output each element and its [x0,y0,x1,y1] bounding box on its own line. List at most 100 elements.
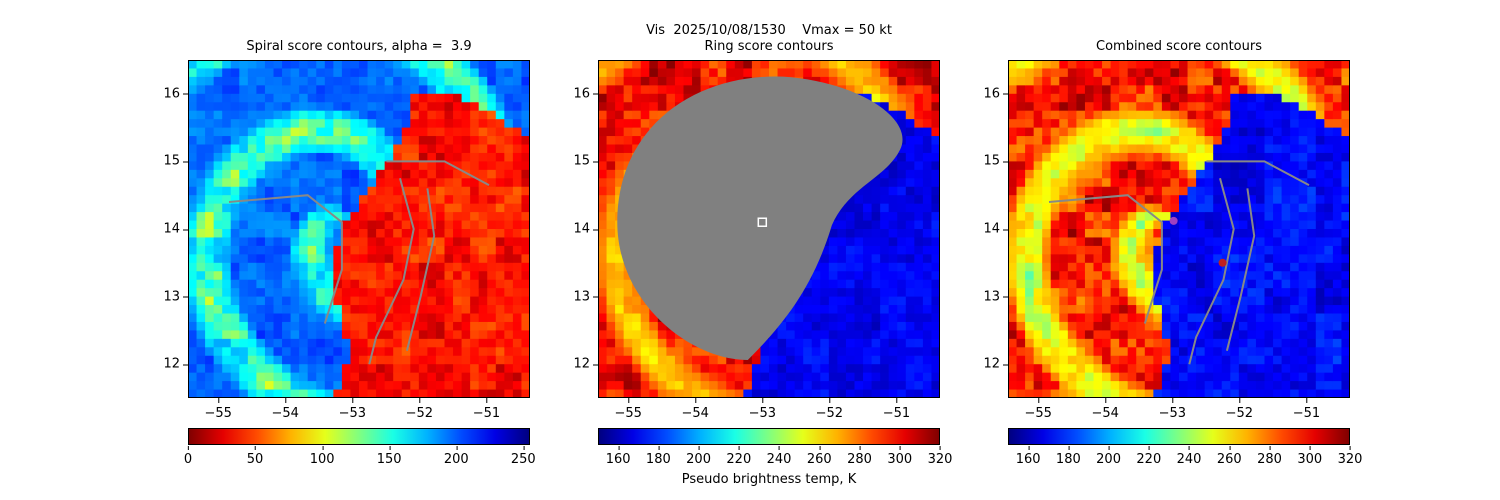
heatmap-cell [888,195,898,205]
heatmap-cell [376,364,386,374]
heatmap-cell [1059,152,1069,162]
panel-3-plot[interactable] [1008,60,1350,398]
heatmap-cell [598,389,608,398]
heatmap-cell [213,220,223,230]
heatmap-cell [1204,381,1214,391]
heatmap-cell [273,68,283,78]
heatmap-cell [435,169,446,179]
heatmap-cell [1170,305,1180,315]
heatmap-cell [282,355,292,365]
heatmap-cell [1110,330,1120,340]
heatmap-cell [188,144,198,154]
heatmap-cell [1161,305,1172,315]
heatmap-cell [264,271,275,281]
heatmap-cell [700,347,710,357]
heatmap-cell [1084,347,1095,357]
heatmap-cell [282,144,292,154]
heatmap-cell [897,169,907,179]
heatmap-cell [196,68,206,78]
heatmap-cell [367,161,377,171]
heatmap-cell [674,389,685,398]
heatmap-cell [1204,85,1214,95]
heatmap-cell [897,60,907,70]
heatmap-cell [1067,110,1077,120]
heatmap-cell [683,364,693,374]
heatmap-cell [282,305,292,315]
panel-1-plot[interactable] [188,60,530,398]
heatmap-cell [880,330,890,340]
heatmap-cell [444,186,454,196]
heatmap-cell [316,288,326,298]
contour-line [1206,160,1310,186]
heatmap-cell [1238,372,1248,382]
heatmap-cell [623,321,633,331]
heatmap-cell [1213,110,1223,120]
heatmap-cell [1127,288,1137,298]
heatmap-cell [239,212,249,222]
heatmap-cell [1341,364,1350,374]
heatmap-cell [1221,381,1231,391]
heatmap-cell [1213,279,1223,289]
heatmap-cell [914,347,924,357]
heatmap-cell [418,186,428,196]
heatmap-cell [478,169,488,179]
heatmap-cell [230,364,240,374]
heatmap-cell [350,169,360,179]
heatmap-cell [905,186,915,196]
heatmap-cell [1076,330,1086,340]
heatmap-cell [376,161,386,171]
heatmap-cell [1119,381,1129,391]
heatmap-cell [410,381,420,391]
heatmap-cell [350,136,360,146]
heatmap-cell [1136,355,1146,365]
heatmap-cell [487,389,497,398]
heatmap-cell [1136,136,1146,146]
heatmap-cell [632,381,642,391]
heatmap-cell [213,195,223,205]
heatmap-cell [521,254,530,264]
heatmap-cell [1084,68,1095,78]
heatmap-cell [1264,229,1274,239]
heatmap-cell [1332,364,1343,374]
heatmap-cell [290,169,300,179]
heatmap-cell [461,212,471,222]
heatmap-cell [1247,321,1257,331]
heatmap-cell [606,195,616,205]
heatmap-cell [845,372,856,382]
heatmap-cell [623,313,633,323]
heatmap-cell [1093,186,1103,196]
heatmap-cell [264,186,275,196]
heatmap-cell [341,279,352,289]
heatmap-cell [1230,220,1240,230]
heatmap-cell [709,381,719,391]
heatmap-cell [461,279,471,289]
heatmap-cell [1264,169,1274,179]
heatmap-cell [1033,76,1043,86]
heatmap-cell [1281,76,1291,86]
heatmap-cell [367,60,377,70]
heatmap-cell [247,212,257,222]
heatmap-cell [1273,254,1283,264]
heatmap-cell [1050,355,1060,365]
heatmap-cell [1307,262,1317,272]
heatmap-cell [299,372,309,382]
heatmap-cell [324,60,334,70]
heatmap-cell [418,68,428,78]
panel-2-plot[interactable] [598,60,940,398]
heatmap-cell [1042,245,1052,255]
heatmap-cell [1230,178,1240,188]
heatmap-cell [845,60,856,70]
heatmap-cell [213,127,223,137]
heatmap-cell [1247,85,1257,95]
heatmap-cell [341,389,352,398]
heatmap-cell [632,305,642,315]
heatmap-cell [256,220,266,230]
heatmap-cell [213,186,223,196]
heatmap-cell [1093,76,1103,86]
heatmap-cell [359,355,369,365]
heatmap-cell [1008,288,1018,298]
heatmap-cell [922,237,933,247]
heatmap-cell [1213,229,1223,239]
heatmap-cell [1315,144,1325,154]
heatmap-cell [316,245,326,255]
